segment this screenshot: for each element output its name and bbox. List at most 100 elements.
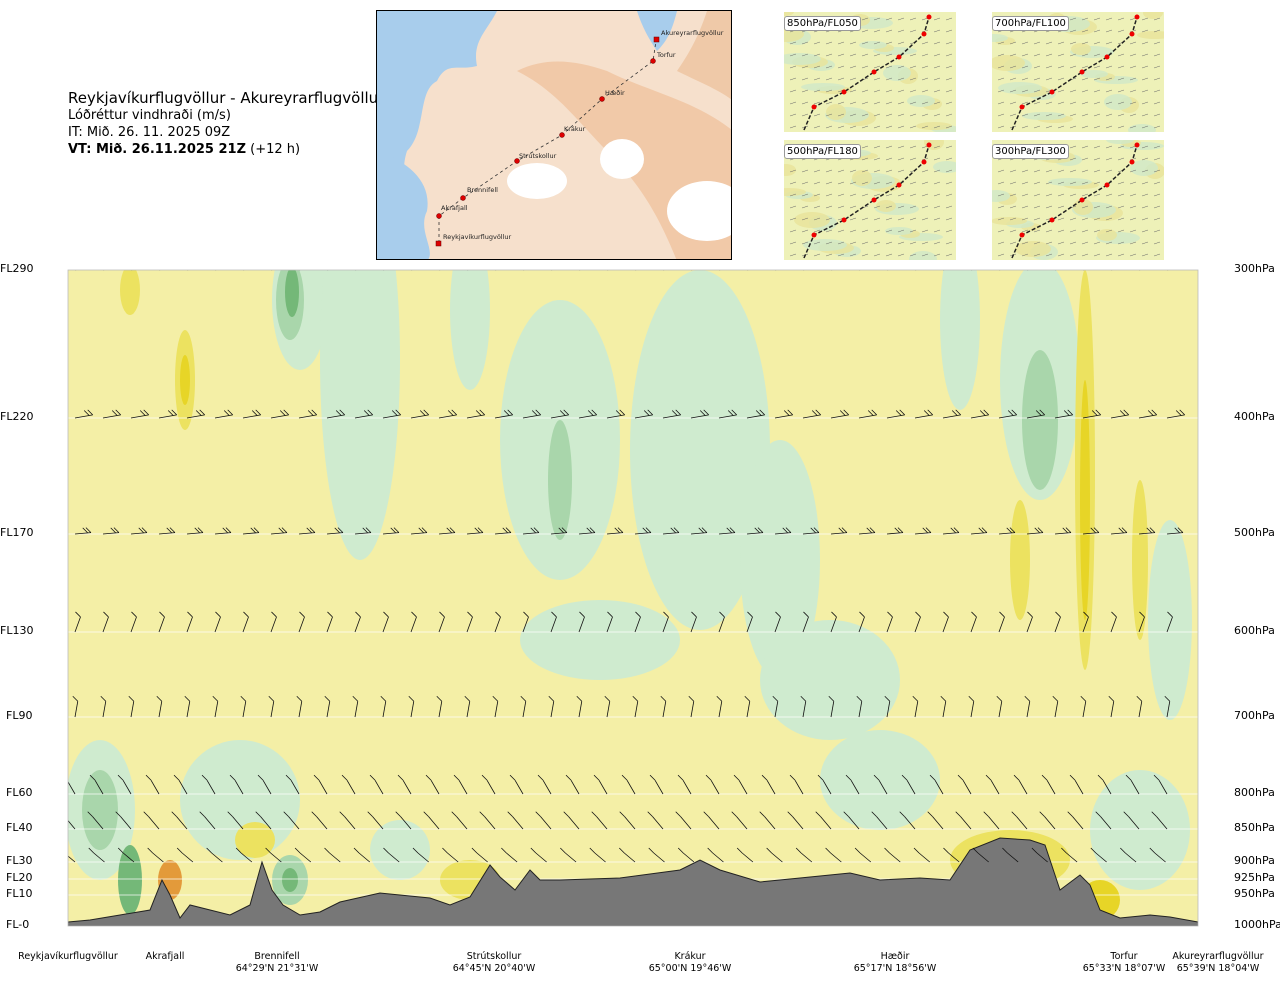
wind-barb (326, 409, 346, 419)
wind-barb (736, 847, 754, 863)
wind-barb (843, 811, 860, 830)
wind-barb (187, 270, 189, 271)
wind-barb (1110, 409, 1130, 419)
wind-barb (466, 409, 486, 419)
pressure-label-900hpa: 900hPa (1234, 854, 1275, 867)
velocity-contour (370, 820, 430, 880)
wind-barb (412, 847, 429, 863)
wind-barb (240, 695, 247, 718)
wind-barb (550, 611, 557, 633)
wind-barb (1027, 270, 1029, 271)
wind-barb (825, 847, 842, 863)
wind-barb (206, 847, 223, 863)
wind-barb (912, 695, 919, 718)
wind-barb (395, 811, 412, 830)
wind-barb (410, 527, 428, 535)
wind-barb (690, 611, 697, 633)
wind-barb (551, 270, 553, 271)
wind-barb (235, 847, 253, 863)
wind-barb (214, 409, 234, 419)
wind-barb (494, 527, 512, 535)
wind-barb (128, 695, 135, 718)
wind-barb (677, 847, 695, 863)
velocity-contour (1080, 380, 1090, 620)
issue-time: IT: Mið. 26. 11. 2025 09Z (68, 125, 231, 140)
wind-barb (1067, 811, 1084, 830)
wind-barb (998, 409, 1018, 419)
wind-barb (854, 847, 872, 863)
wind-barb (927, 811, 944, 830)
wind-barb (1080, 695, 1087, 718)
wind-barb (501, 847, 518, 863)
wind-barb (859, 270, 861, 271)
wind-barb (634, 611, 641, 633)
wind-barb (1054, 409, 1074, 419)
wind-barb (983, 811, 1000, 830)
velocity-contour (120, 270, 140, 315)
velocity-contour (760, 620, 900, 740)
wind-barb (550, 527, 568, 535)
wind-barb (913, 847, 930, 863)
pressure-label-1000hpa: 1000hPa (1234, 918, 1280, 931)
wind-barb (766, 847, 783, 863)
wind-barb (830, 409, 850, 419)
wind-barb (298, 409, 318, 419)
wind-barb (520, 695, 527, 718)
wind-barb (718, 409, 738, 419)
velocity-contour (820, 730, 940, 830)
wind-barb (530, 847, 547, 863)
wind-barb (212, 695, 219, 718)
wind-barb (464, 695, 471, 718)
map-label-haedir: Hæðir (605, 89, 625, 97)
wind-barb (761, 774, 776, 795)
velocity-contour (940, 270, 980, 410)
wind-barb (298, 611, 305, 633)
wind-barb (242, 527, 260, 535)
location-label: Brennifell 64°29'N 21°31'W (235, 951, 319, 974)
wind-barb (578, 527, 596, 535)
wind-barb (130, 611, 137, 633)
wind-barb (268, 695, 275, 718)
wind-barb (943, 270, 945, 271)
wind-barb (382, 527, 400, 535)
velocity-contour (285, 270, 299, 317)
wind-barb (1164, 695, 1171, 718)
wind-barb (593, 774, 608, 795)
wind-barb (270, 611, 277, 633)
wind-barb (632, 695, 639, 718)
wind-barb (1123, 811, 1140, 830)
wind-barb (102, 611, 109, 633)
wind-barb (970, 409, 990, 419)
wind-barb (201, 774, 216, 795)
wind-barb (886, 409, 906, 419)
velocity-contour (450, 270, 490, 390)
fl-label-fl40: FL40 (6, 821, 33, 834)
wind-barb (1108, 695, 1115, 718)
wind-barb (579, 270, 581, 271)
wind-barb (999, 270, 1001, 271)
wind-barb (830, 611, 837, 633)
wind-barb (831, 270, 833, 271)
wind-barb (774, 527, 792, 535)
terrain-profile (68, 837, 1198, 926)
wind-barb (830, 527, 848, 535)
wind-barb (326, 527, 344, 535)
wind-barb (817, 774, 832, 795)
wind-barb (871, 811, 888, 830)
wind-barb (955, 811, 972, 830)
wind-barb (494, 409, 514, 419)
wind-barb (173, 774, 188, 795)
wind-barb (970, 611, 977, 633)
mini-map-850: 850hPa/FL050 (784, 12, 956, 132)
route-map: Akureyrarflugvöllur Torfur Hæðir Krákur … (376, 10, 732, 260)
wind-barb (298, 527, 316, 535)
velocity-contour (82, 770, 118, 850)
wind-barb (355, 270, 357, 271)
wind-barb (998, 611, 1005, 633)
map-label-strutskollur: Strútskollur (519, 152, 557, 160)
wind-barb (789, 774, 804, 795)
velocity-contour (1010, 500, 1030, 620)
wind-barb (1136, 695, 1143, 718)
wind-barb (382, 611, 389, 633)
wind-barb (1041, 774, 1056, 795)
